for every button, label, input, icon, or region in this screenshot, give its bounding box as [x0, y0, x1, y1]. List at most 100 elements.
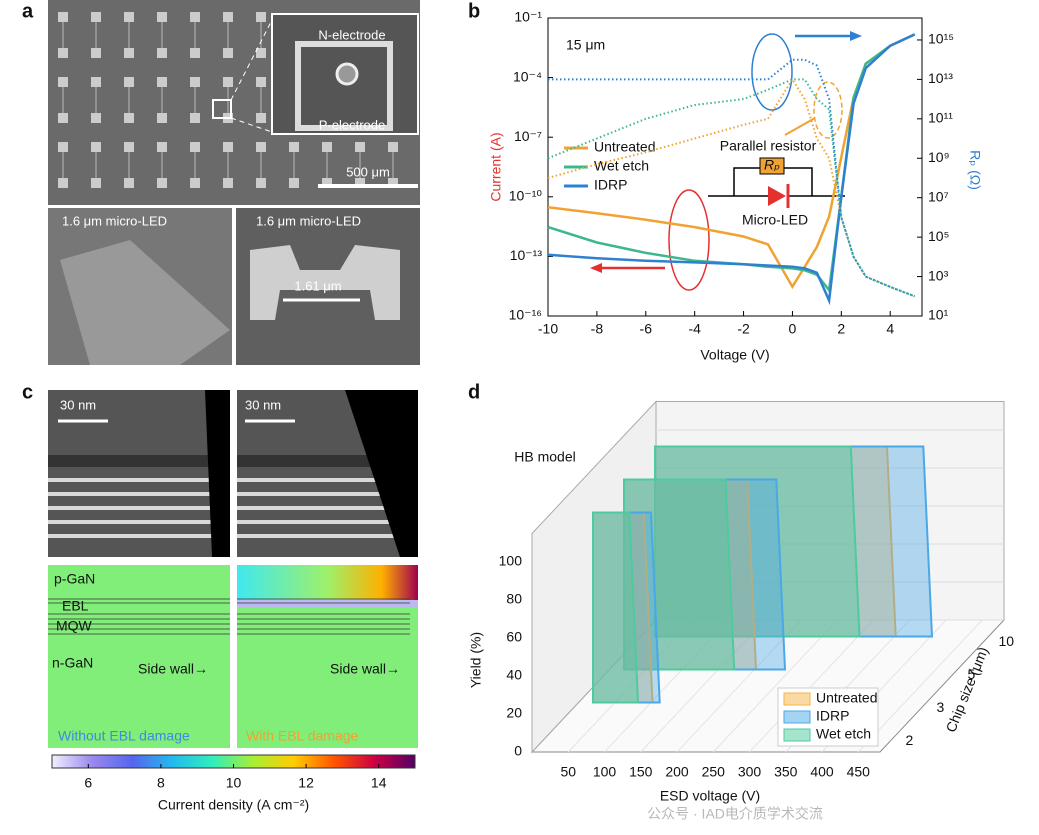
x-tick-label: -10 [538, 321, 558, 337]
pad [223, 77, 233, 87]
pad [157, 77, 167, 87]
pad [91, 12, 101, 22]
highlight-ellipse [668, 189, 710, 291]
pad [223, 178, 233, 188]
x-tick-label: 50 [560, 764, 576, 780]
pad [322, 178, 332, 188]
legend-swatch [783, 728, 811, 742]
x-tick-label: -2 [737, 321, 750, 337]
y-tick-label: 80 [506, 591, 522, 607]
pad [355, 142, 365, 152]
y-tick-label: 10⁻⁷ [514, 128, 542, 144]
pad [223, 142, 233, 152]
grid-line [712, 619, 838, 753]
highlight-ellipse [813, 81, 843, 139]
colorbar-tick-label: 10 [226, 775, 242, 791]
caption: With EBL damage [246, 728, 359, 744]
tem-stripe [48, 520, 230, 524]
colorbar-tick-label: 8 [157, 775, 165, 791]
tem-stripe [237, 534, 418, 538]
y-tick-label: 0 [514, 743, 522, 759]
x-tick-label: 200 [665, 764, 689, 780]
z-tick-label: 5 [968, 666, 976, 682]
pad-grid [58, 12, 398, 188]
pad [91, 77, 101, 87]
grid-line [640, 619, 766, 753]
y2-axis-label: Rₚ (Ω) [967, 150, 983, 190]
arrow-head [590, 263, 602, 273]
legend-label: Wet etch [594, 158, 649, 174]
pad [256, 77, 266, 87]
pad [91, 142, 101, 152]
y2-tick-label: 10¹¹ [928, 110, 953, 126]
tem-stripe [48, 534, 230, 538]
scale-label: 30 nm [245, 397, 281, 412]
zoom-box [212, 99, 232, 119]
ebl-damage [237, 600, 418, 608]
legend-label: IDRP [816, 708, 849, 724]
z-tick-label: 2 [906, 732, 914, 748]
pad [124, 77, 134, 87]
pad [223, 12, 233, 22]
tem-dark-band [48, 455, 230, 467]
pad [124, 12, 134, 22]
panel-label: a [22, 0, 34, 22]
tem-stripe [237, 478, 418, 482]
caption: Without EBL damage [58, 728, 190, 744]
x-tick-label: 150 [629, 764, 653, 780]
tem-stripe [48, 506, 230, 510]
pad [190, 178, 200, 188]
pad [58, 77, 68, 87]
legend-label: Untreated [594, 139, 655, 155]
pad [58, 142, 68, 152]
pad [256, 178, 266, 188]
pad [91, 48, 101, 58]
colorbar-tick-label: 6 [84, 775, 92, 791]
x-tick-label: 300 [738, 764, 762, 780]
simulation-left [48, 565, 230, 748]
x-tick-label: -8 [591, 321, 604, 337]
arrow [784, 117, 816, 136]
zoom-line [230, 19, 273, 101]
x-tick-label: 100 [593, 764, 617, 780]
x-tick-label: 4 [886, 321, 894, 337]
x-tick-label: -6 [640, 321, 653, 337]
y2-tick-label: 10⁷ [928, 188, 949, 204]
tem-stripe [237, 520, 418, 524]
inset-label: N-electrode [318, 27, 385, 42]
colorbar-label: Current density (A cm⁻²) [158, 797, 309, 813]
legend-label: IDRP [594, 177, 627, 193]
yield-step [654, 445, 861, 638]
y-tick-label: 100 [499, 553, 523, 569]
y-tick-label: 10⁻¹³ [510, 247, 543, 263]
highlight-ellipse [751, 33, 793, 111]
layer-label: EBL [62, 598, 89, 614]
scale-label: 30 nm [60, 397, 96, 412]
colorbar-tick-label: 12 [298, 775, 314, 791]
layer-label: n-GaN [52, 655, 93, 671]
current-hotspot [237, 565, 418, 600]
legend-swatch [783, 692, 811, 706]
pad [289, 178, 299, 188]
z-tick-label: 10 [999, 633, 1015, 649]
cross-section [250, 245, 400, 320]
legend-label: Wet etch [816, 726, 871, 742]
panel-label: b [468, 0, 480, 22]
pad [157, 142, 167, 152]
y2-tick-label: 10⁵ [928, 228, 949, 244]
circuit-wire [708, 167, 845, 197]
layer-label: MQW [56, 618, 93, 634]
image-title: 1.6 μm micro-LED [62, 213, 167, 228]
mesa-shape [60, 240, 230, 365]
pad [124, 178, 134, 188]
x-tick-label: 400 [810, 764, 834, 780]
pad [256, 113, 266, 123]
circuit-title: Parallel resistor [720, 138, 817, 154]
pad [157, 12, 167, 22]
diode-label: Micro-LED [742, 212, 808, 228]
pad [256, 142, 266, 152]
x-axis-label: ESD voltage (V) [660, 788, 760, 804]
pad [124, 48, 134, 58]
y-axis-label: Current (A) [488, 132, 504, 201]
